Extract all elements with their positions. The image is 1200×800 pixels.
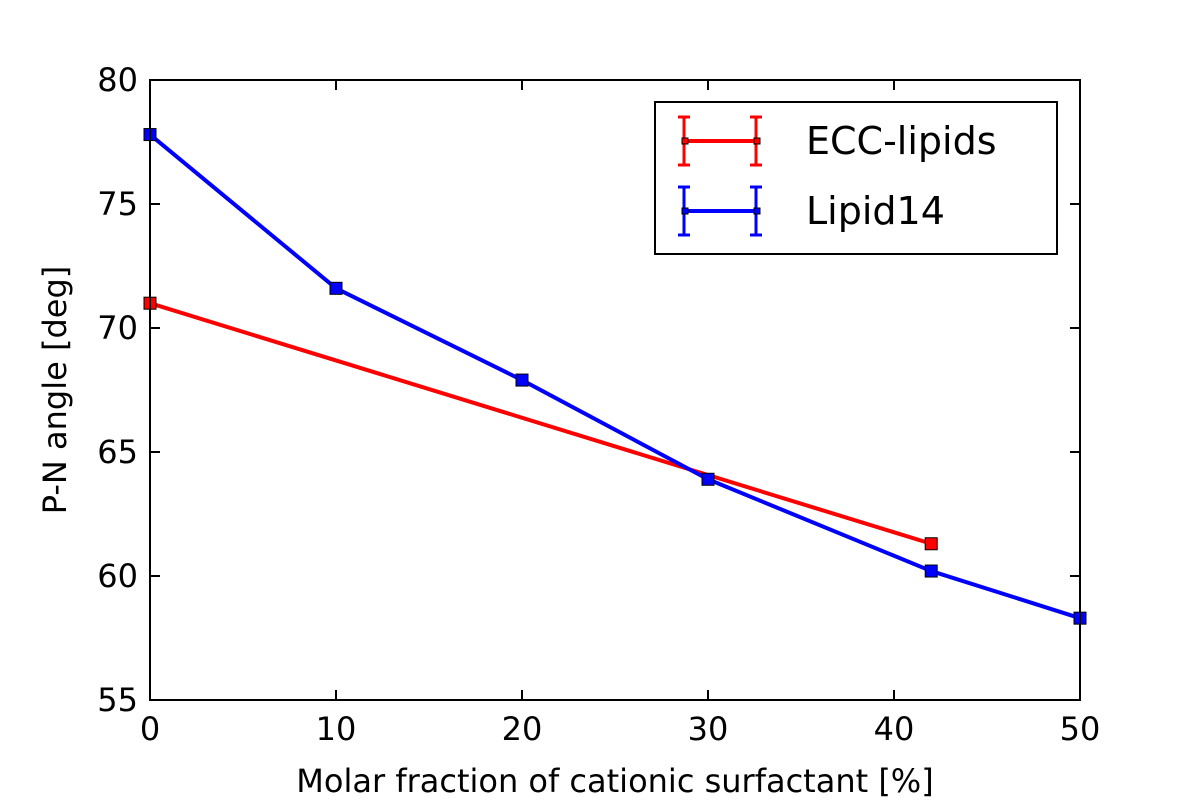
series-line-ecc-lipids [149,301,932,546]
ticks-layer: 0 10 20 30 40 50 55 60 65 70 75 80 [97,61,1100,748]
y-tick-label: 80 [97,61,138,99]
y-tick-label: 60 [97,557,138,595]
x-tick-label: 50 [1060,710,1101,748]
y-tick-label: 65 [97,433,138,471]
legend-label-ecc-lipids: ECC-lipids [806,119,997,163]
legend-marker-lipid14 [753,207,761,215]
legend-item-lipid14: Lipid14 [678,185,945,237]
y-axis-label: P-N angle [deg] [36,266,74,514]
x-tick-label: 40 [874,710,915,748]
x-axis-label: Molar fraction of cationic surfactant [%… [296,762,933,800]
legend-label-lipid14: Lipid14 [806,189,945,233]
y-tick-label: 75 [97,185,138,223]
x-tick-label: 20 [502,710,543,748]
legend-item-ecc-lipids: ECC-lipids [678,115,997,167]
legend: ECC-lipids Lipid14 [654,101,1058,255]
y-tick-label: 55 [97,681,138,719]
data-point-lipid14 [924,564,938,578]
data-point-lipid14 [515,373,529,387]
legend-marker-lipid14 [681,207,689,215]
data-point-ecc-lipids [924,537,938,551]
x-tick-label: 30 [688,710,729,748]
data-point-lipid14 [329,281,343,295]
legend-box [654,101,1058,255]
y-tick-label: 70 [97,309,138,347]
data-point-lipid14 [701,472,715,486]
x-tick-label: 0 [140,710,160,748]
legend-marker-ecc-lipids [681,137,689,145]
x-tick-label: 10 [316,710,357,748]
legend-marker-ecc-lipids [753,137,761,145]
plot-area-frame [149,79,1081,701]
series-line-lipid14 [148,133,1081,621]
